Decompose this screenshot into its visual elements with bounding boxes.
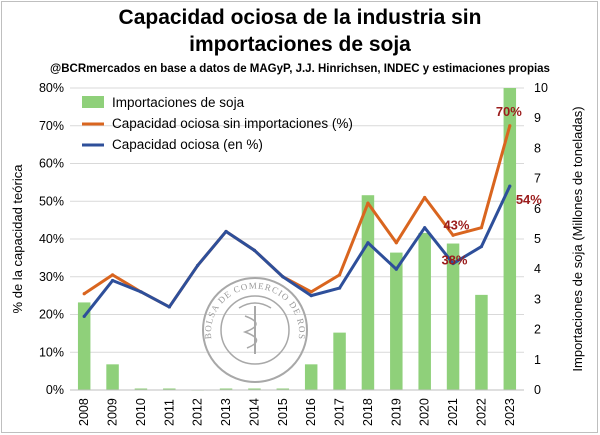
bar-importaciones-2011 [163, 388, 176, 390]
y-tick-label: 80% [39, 81, 64, 95]
point-capacidad-ociosa-2013 [224, 229, 228, 234]
bar-importaciones-2014 [248, 388, 261, 390]
point-capacidad-ociosa-2009 [110, 278, 115, 283]
point-capacidad-ociosa-2011 [167, 305, 171, 309]
point-capacidad-ociosa-2019 [394, 267, 398, 271]
point-capacidad-ociosa-2020 [423, 226, 427, 230]
seal-inner-ring [220, 295, 290, 365]
legend-label-importaciones: Importaciones de soja [112, 95, 245, 110]
bar-importaciones-2020 [418, 232, 431, 390]
x-tick-label: 2016 [304, 398, 318, 426]
x-tick-label: 2020 [418, 398, 432, 426]
y-tick-label: 30% [39, 270, 64, 284]
point-sin-importaciones-2018 [366, 201, 370, 205]
point-sin-importaciones-2022 [479, 226, 484, 230]
point-sin-importaciones-2020 [423, 195, 427, 200]
bar-importaciones-2021 [446, 243, 460, 390]
point-capacidad-ociosa-2023 [508, 184, 512, 188]
x-tick-label: 2018 [361, 398, 375, 426]
y2-tick-label: 5 [534, 232, 541, 246]
x-tick-label: 2023 [503, 398, 517, 426]
x-tick-label: 2017 [333, 398, 347, 426]
point-capacidad-ociosa-2018 [366, 241, 370, 245]
bar-importaciones-2019 [390, 252, 403, 390]
chart-source: @BCRmercados en base a datos de MAGyP, J… [50, 63, 550, 75]
seal-caduceus-snake [242, 315, 258, 349]
x-tick-label: 2012 [191, 398, 205, 426]
point-capacidad-ociosa-2008 [82, 314, 86, 318]
x-tick-label: 2019 [389, 398, 403, 426]
x-tick-label: 2013 [219, 398, 233, 426]
bar-importaciones-2017 [333, 332, 346, 390]
bar-importaciones-2008 [77, 302, 91, 390]
annotation-label: 70% [496, 104, 522, 119]
y2-tick-label: 9 [534, 111, 541, 125]
annotation-label: 54% [516, 192, 542, 207]
annotation-label: 43% [443, 218, 469, 233]
y-tick-label: 40% [39, 232, 64, 246]
seal-outer-ring [202, 277, 308, 383]
bar-importaciones-2010 [134, 388, 148, 390]
y2-axis-title: Importaciones de soja (Millones de tonel… [570, 106, 585, 371]
point-sin-importaciones-2017 [337, 273, 342, 277]
y2-tick-label: 2 [534, 323, 541, 337]
bar-importaciones-2022 [475, 294, 488, 390]
y-axis-title: % de la capacidad teórica [10, 164, 25, 314]
line-capacidad-sin-importaciones [83, 125, 512, 309]
y2-tick-label: 7 [534, 172, 541, 186]
annotation-label: 38% [441, 253, 467, 268]
y2-tick-label: 6 [534, 202, 541, 216]
point-sin-importaciones-2016 [309, 290, 313, 294]
x-tick-label: 2022 [474, 398, 488, 426]
y2-tick-label: 10 [534, 81, 548, 95]
legend-label-capacidad-ociosa: Capacidad ociosa (en %) [112, 137, 263, 152]
bar-importaciones-2016 [304, 364, 318, 390]
x-tick-label: 2010 [134, 398, 148, 426]
point-sin-importaciones-2023 [508, 124, 512, 128]
x-tick-label: 2011 [162, 399, 176, 426]
point-sin-importaciones-2019 [394, 241, 398, 245]
y-tick-label: 70% [39, 119, 64, 133]
y2-tick-label: 8 [534, 141, 541, 155]
chart-title-line2: importaciones de soja [189, 33, 411, 56]
y2-tick-label: 1 [534, 353, 541, 367]
point-capacidad-ociosa-2012 [196, 263, 200, 268]
y-tick-label: 20% [39, 308, 64, 322]
seal-caduceus-wings [238, 302, 272, 309]
y-tick-label: 60% [39, 157, 64, 171]
point-capacidad-ociosa-2021 [451, 261, 455, 266]
x-tick-label: 2008 [77, 398, 91, 426]
bar-importaciones-2023 [503, 88, 517, 390]
x-tick-label: 2009 [106, 398, 120, 426]
x-tick-label: 2021 [446, 398, 460, 426]
y2-tick-label: 4 [534, 262, 541, 276]
bar-importaciones-2015 [276, 388, 290, 390]
y-tick-label: 50% [39, 194, 64, 208]
y2-tick-label: 0 [534, 383, 541, 397]
x-tick-label: 2014 [247, 398, 261, 426]
chart-title-line1: Capacidad ociosa de la industria sin [118, 6, 482, 29]
y-tick-label: 10% [39, 345, 64, 359]
point-sin-importaciones-2008 [82, 292, 86, 296]
line-capacidad-ociosa [83, 185, 512, 318]
bar-importaciones-2018 [361, 195, 375, 390]
legend-swatch-importaciones [82, 96, 104, 108]
point-sin-importaciones-2021 [451, 233, 455, 237]
bar-importaciones-2013 [219, 388, 233, 390]
legend-label-sin-importaciones: Capacidad ociosa sin importaciones (%) [112, 116, 353, 131]
point-capacidad-ociosa-2014 [252, 248, 257, 252]
point-capacidad-ociosa-2010 [139, 290, 143, 294]
point-capacidad-ociosa-2022 [479, 244, 484, 249]
point-sin-importaciones-2009 [110, 273, 115, 277]
x-tick-label: 2015 [276, 398, 290, 426]
point-capacidad-ociosa-2017 [337, 286, 342, 290]
bar-importaciones-2009 [106, 364, 119, 390]
y-tick-label: 0% [46, 383, 64, 397]
y2-tick-label: 3 [534, 292, 541, 306]
point-capacidad-ociosa-2016 [309, 294, 313, 298]
point-capacidad-ociosa-2015 [281, 275, 285, 279]
